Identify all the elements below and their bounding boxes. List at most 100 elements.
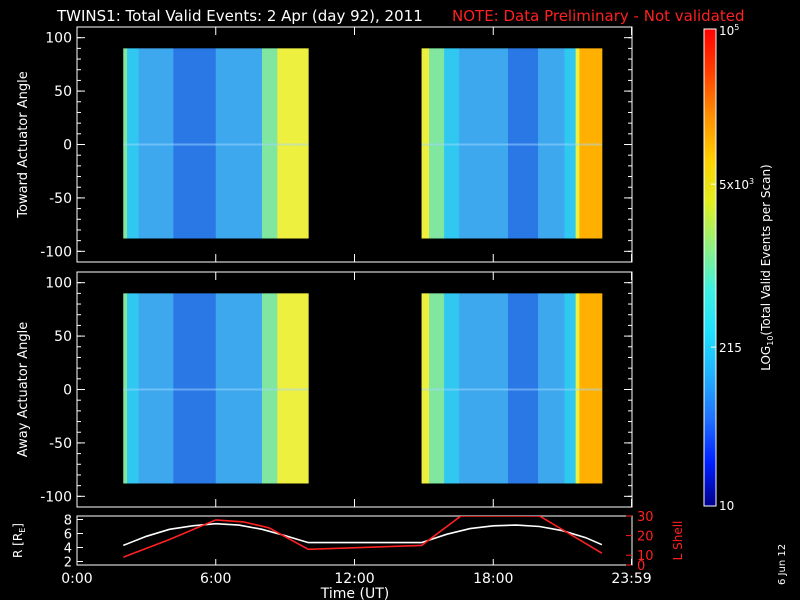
heatmap-cell (492, 293, 498, 484)
heatmap-cell (173, 48, 178, 239)
heatmap-cell (211, 293, 217, 484)
y-tick-label: 50 (54, 329, 72, 345)
heatmap-cell (444, 293, 449, 484)
heatmap-cell (538, 293, 543, 484)
heatmap-cell (447, 293, 453, 484)
heatmap-cell (534, 293, 539, 484)
heatmap-cell (523, 293, 528, 484)
heatmap-cell (586, 48, 592, 239)
heatmap-cell (165, 48, 170, 239)
heatmap-cell (545, 293, 550, 484)
heatmap-cell (436, 48, 441, 239)
heatmap-cell (292, 48, 298, 239)
heatmap-cell (586, 293, 592, 484)
heatmap-cell (564, 48, 569, 239)
heatmap-cell (246, 48, 251, 239)
heatmap-cell (192, 48, 197, 239)
colorbar: 10 215 5x103 105 LOG10(Total Valid Events pe… (703, 23, 775, 513)
heatmap-cell (507, 293, 513, 484)
heatmap-cell (223, 48, 228, 239)
heatmap-cell (541, 293, 546, 484)
heatmap-cell (200, 293, 205, 484)
heatmap-cell (231, 48, 236, 239)
colorbar-tick-label: 10 (719, 499, 734, 513)
heatmap-cell (223, 293, 228, 484)
x-tick-label: 0:00 (61, 571, 92, 587)
heatmap-cell (196, 48, 201, 239)
heatmap-cell (470, 293, 475, 484)
figure-title: TWINS1: Total Valid Events: 2 Apr (day 9… (56, 7, 423, 25)
panel-frame (76, 515, 633, 566)
x-axis-label: Time (UT) (320, 586, 389, 600)
heatmap-cell (127, 48, 132, 239)
heatmap-cell (288, 293, 294, 484)
heatmap-cell (277, 48, 282, 239)
x-tick-label: 23:59 (611, 571, 651, 587)
y-tick-label: 50 (54, 84, 72, 100)
y-tick-label: 2 (64, 556, 72, 571)
heatmap-cell (169, 48, 174, 239)
heatmap-cell (269, 48, 274, 239)
heatmap-cell (169, 293, 174, 484)
heatmap-cell (300, 293, 305, 484)
heatmap-cell (489, 293, 494, 484)
l-shell-line (123, 516, 603, 558)
heatmap-cell (579, 48, 584, 239)
heatmap-cell (459, 293, 464, 484)
heatmap-cell (157, 48, 163, 239)
heatmap-cell (269, 293, 274, 484)
heatmap-cell (553, 293, 558, 484)
heatmap-cell (242, 48, 247, 239)
heatmap-cell (184, 48, 190, 239)
heatmap-cell (296, 48, 301, 239)
heatmap-cell (560, 293, 565, 484)
heatmap-cell (451, 48, 456, 239)
heatmap-cell (568, 48, 573, 239)
heatmap-cell (515, 48, 520, 239)
heatmap-cell (292, 293, 298, 484)
heatmap-cell (579, 293, 584, 484)
heatmap-cell (466, 293, 471, 484)
heatmap-cell (429, 293, 434, 484)
heatmap-cell (262, 293, 267, 484)
heatmap-cell (474, 48, 479, 239)
heatmap-cell (530, 293, 535, 484)
heatmap-cell (161, 48, 167, 239)
heatmap-cell (265, 293, 271, 484)
heatmap-cell (432, 293, 437, 484)
y2-tick-label: 30 (637, 510, 654, 525)
heatmap-cell (258, 293, 263, 484)
heatmap-cell (462, 293, 468, 484)
heatmap-cell (181, 293, 186, 484)
heatmap-cell (211, 48, 217, 239)
heatmap-cell (200, 48, 205, 239)
heatmap-cell (285, 48, 290, 239)
heatmap-cell (564, 293, 569, 484)
heatmap-cell (451, 293, 456, 484)
heatmap-cell (470, 48, 475, 239)
heatmap-cell (421, 293, 426, 484)
heatmap-cell (485, 48, 490, 239)
heatmap-cell (425, 48, 430, 239)
heatmap-cell (432, 48, 437, 239)
heatmap-cell (429, 48, 434, 239)
heatmap-cell (466, 48, 471, 239)
heatmap-cell (545, 48, 550, 239)
heatmap-cell (594, 293, 599, 484)
y-tick-label: 0 (63, 383, 72, 399)
heatmap-cell (227, 293, 232, 484)
heatmap-cell (130, 293, 136, 484)
heatmap-cell (575, 293, 580, 484)
x-tick-label: 12:00 (334, 571, 374, 587)
heatmap-cell (583, 293, 588, 484)
heatmap-cell (192, 293, 197, 484)
y2-tick-label: 20 (637, 530, 654, 545)
heatmap-cell (184, 293, 190, 484)
heatmap-cell (250, 48, 255, 239)
heatmap-cell (571, 293, 577, 484)
heatmap-cell (425, 293, 430, 484)
heatmap-cell (583, 48, 588, 239)
heatmap-cell (541, 48, 546, 239)
heatmap-cell (161, 293, 167, 484)
